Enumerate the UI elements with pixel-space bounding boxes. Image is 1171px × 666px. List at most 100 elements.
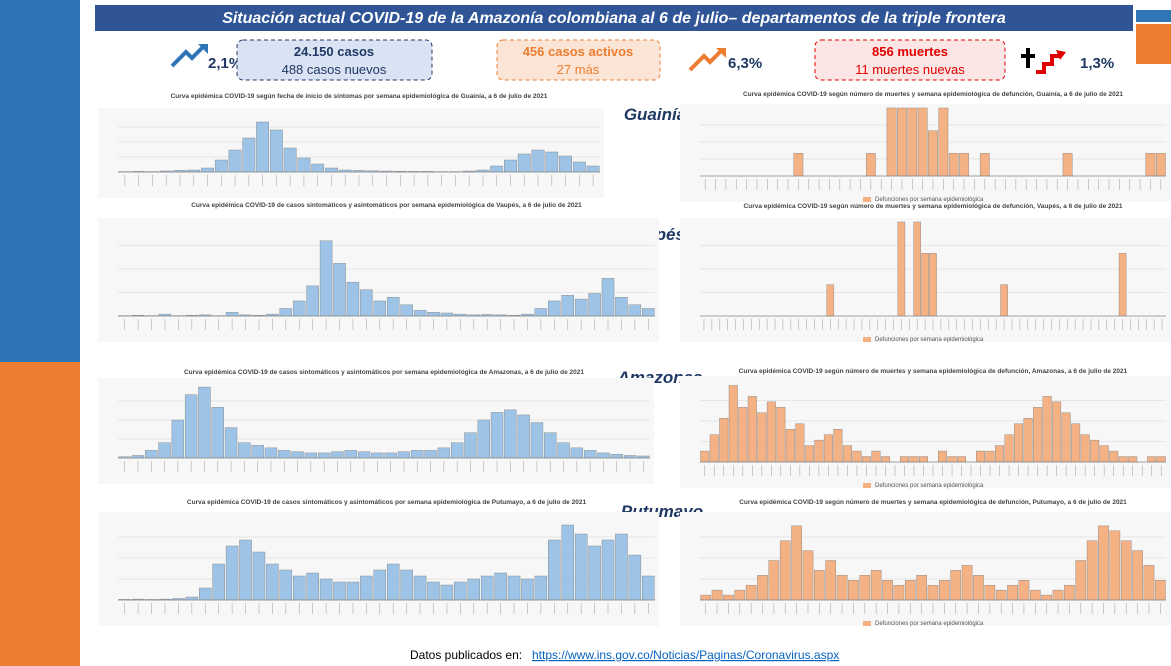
bar [709,434,719,463]
bar [1018,580,1030,601]
bar [601,539,615,601]
bar [333,263,346,317]
bar [413,575,427,601]
bar [252,551,266,601]
cases-change: 2,1% [208,55,242,72]
bar [325,167,338,173]
bar [939,580,950,601]
bar [842,445,852,463]
bar [386,563,400,601]
bar [597,452,610,459]
bar [1041,594,1052,601]
bar [601,278,615,317]
bar [1000,284,1008,317]
bar [1014,423,1024,463]
footer-link[interactable]: https://www.ins.gov.co/Noticias/Paginas/… [532,648,839,662]
cases-box [236,39,433,81]
bar [386,297,400,317]
bar [413,310,427,317]
bar [947,456,957,463]
bar [795,423,805,463]
bar [1007,584,1018,601]
bar [1086,540,1098,601]
bar [1143,565,1155,601]
bar [184,394,198,459]
bar [950,570,962,601]
bar [530,422,544,459]
bar [360,289,373,317]
bar [440,312,454,317]
bar [757,575,768,601]
bar [224,427,238,459]
bar [384,452,397,459]
bar [938,107,949,177]
bar [1098,525,1109,601]
bar [291,451,304,459]
bar [158,442,171,459]
bar [1155,153,1166,177]
bar [333,581,346,601]
bar [768,560,780,601]
bar [373,569,387,601]
bar [917,107,928,177]
bar [198,386,211,459]
bar [995,589,1007,601]
chart-title: Curva epidémica COVID-19 de casos sintom… [191,202,582,209]
chart-title: Curva epidémica COVID-19 según número de… [739,499,1127,506]
bar [897,107,907,177]
corner-orange [1136,24,1171,64]
bar [427,312,440,317]
bar [928,130,938,177]
charts: GuainíaVaupésAmazonasPutumayoCurva epidé… [98,91,1170,627]
bar [1109,450,1119,463]
bar [548,300,561,317]
bar [531,149,545,173]
legend-swatch [863,337,871,342]
bar [615,297,628,317]
bar [973,575,984,601]
legend-label: Defunciones por semana epidemiológica [875,197,984,203]
bar [306,285,319,317]
bar [360,575,373,601]
plot-area [98,218,659,342]
bar [1062,153,1073,177]
bar [1147,456,1157,463]
bar [437,447,451,459]
bar [909,456,919,463]
bar [490,165,504,173]
bar [757,412,767,463]
bar [882,580,893,601]
bar [913,221,921,317]
bar [1064,584,1075,601]
bar [745,584,757,601]
chart-title: Curva epidémica COVID-19 según número de… [739,368,1128,375]
bar [212,563,225,601]
icon-deaths [1021,48,1066,74]
bar [534,575,548,601]
bar [719,418,729,463]
bar [292,575,306,601]
bar [793,153,804,177]
bar [574,533,588,601]
bar [1052,401,1062,463]
bar [1052,589,1064,601]
bar [574,298,588,317]
bar [561,524,574,601]
bar [199,587,212,601]
bar [628,554,642,601]
legend-swatch [863,621,871,626]
bar [1155,580,1166,601]
bar [427,581,440,601]
bar [700,594,711,601]
bar [948,153,959,177]
cases-new: 488 casos nuevos [282,62,387,77]
bar [628,304,642,317]
bar [279,308,293,317]
bar [1120,540,1132,601]
bar [266,563,279,601]
bar [1156,456,1166,463]
bar [297,157,311,173]
bar [610,454,623,459]
active-change: 6,3% [728,55,762,72]
